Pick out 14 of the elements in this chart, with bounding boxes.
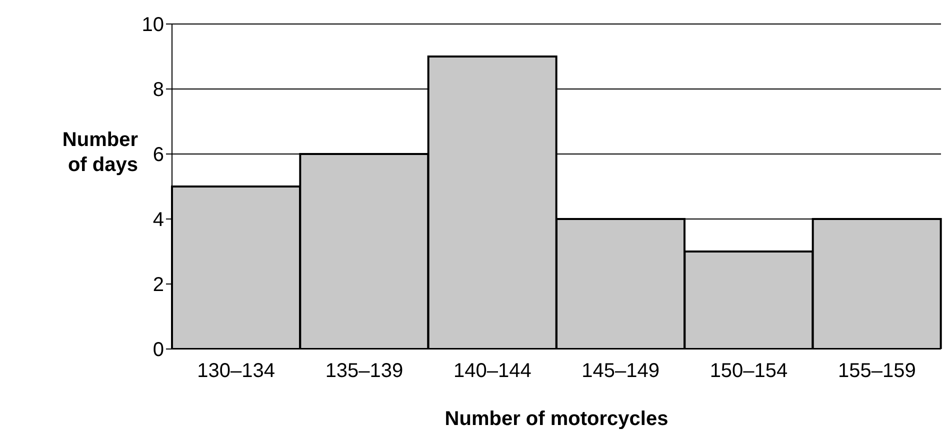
y-tick-label: 0 [152, 339, 164, 362]
y-tick-label: 2 [152, 274, 164, 296]
x-tick-label: 130–134 [197, 360, 276, 382]
y-tick-label: 6 [152, 144, 164, 166]
x-tick-label: 150–154 [710, 360, 788, 382]
y-tick-label: 10 [142, 14, 164, 36]
x-tick-label: 140–144 [453, 360, 532, 382]
x-tick-label: 135–139 [325, 360, 404, 382]
y-tick-label: 8 [152, 79, 164, 102]
y-tick-label: 4 [152, 209, 164, 232]
x-axis-title: Number of motorcycles [444, 408, 668, 430]
y-axis-title: Number of days [61, 128, 138, 178]
x-tick-label: 145–149 [582, 360, 660, 382]
x-tick-label: 155–159 [838, 360, 916, 382]
